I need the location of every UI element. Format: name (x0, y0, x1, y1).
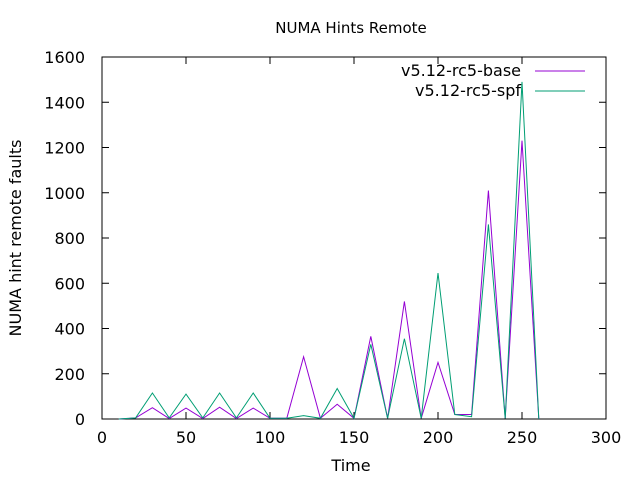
x-tick-label: 100 (255, 428, 286, 447)
y-tick-label: 600 (54, 274, 85, 293)
x-tick-label: 150 (339, 428, 370, 447)
y-tick-label: 1400 (44, 93, 85, 112)
x-tick-label: 50 (176, 428, 196, 447)
plot-frame (101, 56, 607, 420)
y-tick-label: 400 (54, 320, 85, 339)
x-axis-label: Time (330, 456, 370, 475)
x-tick-label: 200 (423, 428, 454, 447)
y-tick-label: 1200 (44, 139, 85, 158)
y-axis-label: NUMA hint remote faults (6, 140, 25, 337)
y-tick-label: 0 (75, 410, 85, 429)
y-tick-label: 1000 (44, 184, 85, 203)
y-tick-label: 1600 (44, 48, 85, 67)
y-axis: 0 200 400 600 800 1000 1200 1400 1600 (44, 48, 606, 429)
x-axis: 0 50 100 150 200 250 300 (97, 57, 621, 447)
x-tick-label: 0 (97, 428, 107, 447)
series-group (118, 81, 540, 420)
series-line-2 (118, 81, 540, 420)
y-tick-label: 200 (54, 365, 85, 384)
x-tick-label: 300 (591, 428, 622, 447)
legend-label-2: v5.12-rc5-spf (415, 81, 521, 100)
series-line-1 (118, 140, 540, 420)
chart-title: NUMA Hints Remote (275, 19, 426, 37)
y-tick-label: 800 (54, 229, 85, 248)
legend-label-1: v5.12-rc5-base (401, 61, 521, 80)
x-tick-label: 250 (507, 428, 538, 447)
